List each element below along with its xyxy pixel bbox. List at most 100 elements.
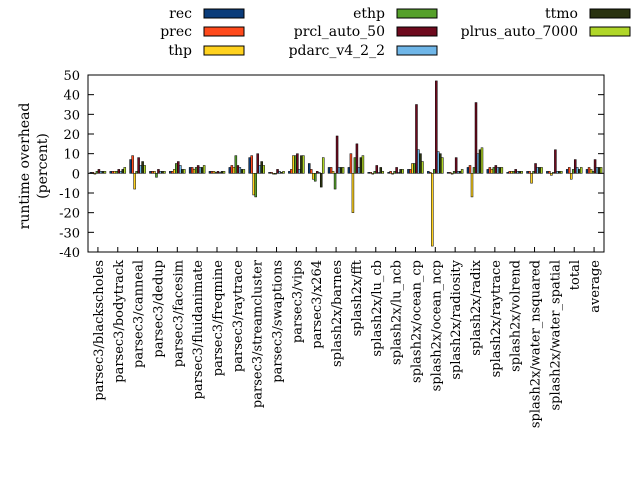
- bar-thp: [113, 171, 117, 174]
- y-tick-label: -40: [59, 246, 80, 261]
- bar-ethp: [274, 173, 277, 175]
- bar-thp: [133, 173, 136, 190]
- bar-ethp: [313, 173, 317, 182]
- y-tick-label: 10: [63, 148, 80, 163]
- bar-thp: [192, 169, 196, 174]
- bar-ttmo: [280, 172, 283, 174]
- bar-prec: [131, 155, 134, 174]
- bar-ttmo: [597, 167, 601, 174]
- bar-prec: [151, 171, 154, 174]
- bar-ttmo: [379, 167, 383, 174]
- x-tick-label: splash2x/lu_cb: [370, 260, 385, 357]
- bar-ethp: [175, 163, 178, 174]
- bar-prcl_auto_50: [474, 102, 478, 174]
- bar-ethp: [353, 157, 357, 174]
- bar-prec: [349, 153, 353, 174]
- bar-prec: [369, 172, 373, 174]
- bar-rec: [288, 171, 291, 174]
- legend-swatch-ethp: [396, 8, 438, 19]
- bar-ttmo: [359, 157, 363, 174]
- bar-ttmo: [141, 161, 144, 174]
- bar-rec: [307, 163, 311, 174]
- y-axis-label-line-1: runtime overhead: [17, 103, 33, 230]
- x-tick-label: splash2x/raytrace: [489, 260, 504, 378]
- y-tick-label: -10: [59, 187, 80, 202]
- bar-prcl_auto_50: [256, 153, 259, 174]
- bar-prec: [309, 169, 313, 174]
- bar-ethp: [234, 155, 238, 174]
- bar-rec: [427, 171, 430, 174]
- bar-thp: [450, 173, 454, 175]
- bar-prec: [210, 171, 214, 174]
- bar-thp: [589, 169, 593, 174]
- x-tick-label: splash2x/ocean_ncp: [429, 260, 444, 391]
- bar-pdarc_v4_2_2: [357, 167, 361, 174]
- bar-pdarc_v4_2_2: [317, 172, 321, 174]
- legend-label-rec: rec: [169, 6, 192, 22]
- bar-rec: [506, 172, 509, 174]
- bar-prec: [468, 165, 472, 174]
- bar-prcl_auto_50: [216, 171, 220, 174]
- bar-plrus_auto_7000: [341, 167, 345, 174]
- bar-prec: [329, 167, 333, 174]
- bar-pdarc_v4_2_2: [377, 172, 381, 174]
- bar-thp: [470, 173, 474, 198]
- bar-thp: [93, 173, 97, 175]
- bar-prec: [171, 171, 174, 174]
- bar-pdarc_v4_2_2: [258, 165, 261, 174]
- bar-rec: [129, 159, 132, 174]
- bar-ethp: [254, 173, 257, 198]
- bar-prec: [548, 171, 551, 174]
- bar-pdarc_v4_2_2: [218, 172, 222, 174]
- bars-group: [89, 80, 603, 247]
- bar-plrus_auto_7000: [500, 167, 504, 174]
- bar-plrus_auto_7000: [579, 167, 583, 174]
- bar-ttmo: [399, 169, 402, 174]
- bar-ttmo: [319, 173, 323, 188]
- bar-ethp: [214, 172, 218, 174]
- bar-prec: [448, 172, 452, 174]
- bar-pdarc_v4_2_2: [298, 169, 301, 174]
- bar-rec: [228, 167, 232, 174]
- bar-prec: [567, 167, 571, 174]
- bar-plrus_auto_7000: [282, 171, 285, 174]
- bar-thp: [431, 173, 434, 247]
- bar-prec: [528, 171, 531, 174]
- bar-ttmo: [200, 167, 204, 174]
- bar-thp: [391, 173, 394, 175]
- x-tick-label: parsec3/fluidanimate: [191, 260, 206, 400]
- x-tick-label: parsec3/raytrace: [231, 260, 246, 372]
- bar-ttmo: [538, 167, 541, 174]
- bar-ttmo: [558, 171, 561, 174]
- bar-pdarc_v4_2_2: [179, 165, 182, 174]
- bar-prec: [587, 167, 591, 174]
- y-tick-label: -20: [59, 207, 80, 222]
- legend-label-ttmo: ttmo: [545, 6, 578, 22]
- bar-ttmo: [220, 171, 224, 174]
- bar-thp: [252, 173, 255, 196]
- bar-prec: [508, 171, 511, 174]
- legend-label-thp: thp: [168, 43, 192, 59]
- x-tick-label: splash2x/ocean_cp: [409, 260, 424, 383]
- bar-pdarc_v4_2_2: [417, 149, 420, 174]
- bar-thp: [292, 155, 295, 174]
- bar-thp: [550, 173, 553, 176]
- bar-pdarc_v4_2_2: [139, 165, 142, 174]
- bar-ethp: [115, 171, 119, 174]
- bar-thp: [212, 171, 216, 174]
- bar-prcl_auto_50: [573, 159, 577, 174]
- bar-rec: [188, 167, 192, 174]
- bar-ethp: [373, 171, 377, 174]
- bar-prcl_auto_50: [514, 169, 517, 174]
- bar-ttmo: [339, 167, 343, 174]
- x-tick-label: splash2x/water_nsquared: [529, 260, 544, 428]
- bar-plrus_auto_7000: [123, 167, 127, 174]
- legend-swatch-ttmo: [589, 8, 631, 19]
- axes: -40 -30 -20 -10 0 10 20 30 40 50 parsec3/blackscho…: [59, 69, 605, 428]
- bar-ethp: [393, 171, 396, 174]
- bar-ttmo: [161, 171, 164, 174]
- bar-thp: [153, 171, 156, 174]
- bar-prec: [270, 172, 273, 174]
- bar-pdarc_v4_2_2: [476, 153, 480, 174]
- bar-ethp: [512, 171, 515, 174]
